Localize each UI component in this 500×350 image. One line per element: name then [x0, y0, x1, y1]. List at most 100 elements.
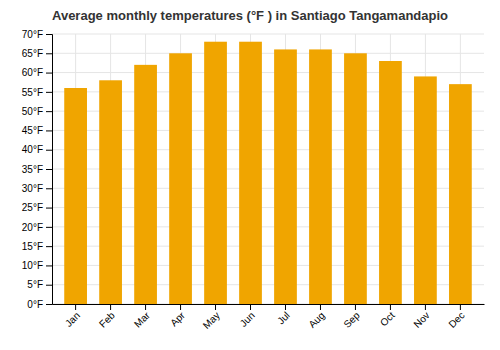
tick-label: Sep [341, 309, 362, 330]
axis-line [46, 35, 53, 305]
tick-label: Dec [446, 310, 466, 330]
tick-mark [46, 188, 52, 189]
bar [414, 76, 437, 304]
tick-mark [250, 304, 251, 310]
bar [134, 65, 157, 304]
tick: Jul [275, 304, 292, 326]
tick-mark [46, 304, 52, 305]
tick-mark [110, 304, 111, 310]
tick: 20°F [22, 222, 52, 233]
tick-mark [46, 169, 52, 170]
tick-label: 50°F [22, 106, 43, 117]
tick-label: Jun [238, 310, 257, 329]
tick-label: 40°F [22, 144, 43, 155]
plot: 0°F 5°F 10°F 15°F 20°F 25°F 30°F 35°F 40°F 45°F 50… [22, 29, 485, 331]
bar [449, 84, 472, 304]
tick: 70°F [22, 29, 52, 40]
tick: 5°F [27, 279, 52, 290]
tick-label: 25°F [22, 202, 43, 213]
tick: Jun [238, 304, 257, 329]
bar [344, 53, 367, 304]
tick-label: Oct [378, 310, 397, 329]
bar [274, 49, 297, 304]
tick-mark [46, 265, 52, 266]
tick-mark [355, 304, 356, 310]
tick-mark [46, 227, 52, 228]
grid [52, 34, 484, 304]
tick: 45°F [22, 125, 52, 136]
grid-line-y [52, 34, 484, 35]
axis-line [53, 304, 485, 305]
tick-label: Feb [97, 309, 117, 329]
tick-label: Nov [411, 310, 431, 330]
tick-label: 45°F [22, 125, 43, 136]
tick-mark [46, 285, 52, 286]
bars [64, 42, 472, 304]
tick-label: 70°F [22, 29, 43, 40]
tick-mark [46, 208, 52, 209]
tick-label: 60°F [22, 67, 43, 78]
tick: Apr [168, 304, 187, 328]
tick-mark [46, 53, 52, 54]
tick-mark [425, 304, 426, 310]
tick: 65°F [22, 48, 52, 59]
tick: 15°F [22, 241, 52, 252]
title: Average monthly temperatures (°F ) in Sa… [52, 8, 448, 23]
tick-label: 10°F [22, 260, 43, 271]
bar [309, 49, 332, 304]
tick-label: 30°F [22, 183, 43, 194]
tick-mark [46, 111, 52, 112]
tick-mark [460, 304, 461, 310]
bar [64, 88, 87, 304]
tick: 25°F [22, 202, 52, 213]
tick: 60°F [22, 67, 52, 78]
tick-label: May [201, 310, 222, 331]
tick: Sep [341, 304, 362, 330]
tick-mark [75, 304, 76, 310]
tick-label: 55°F [22, 87, 43, 98]
tick-mark [46, 34, 52, 35]
tick-label: 0°F [27, 299, 43, 310]
tick-mark [285, 304, 286, 310]
tick: Dec [446, 304, 466, 330]
y-axis: 0°F 5°F 10°F 15°F 20°F 25°F 30°F 35°F 40°F 45°F 50… [22, 29, 53, 310]
tick-label: 15°F [22, 241, 43, 252]
tick-mark [390, 304, 391, 310]
tick: Feb [97, 304, 117, 330]
tick: 50°F [22, 106, 52, 117]
tick-mark [180, 304, 181, 310]
tick-label: 20°F [22, 222, 43, 233]
tick-mark [46, 150, 52, 151]
tick-label: Jan [63, 310, 82, 329]
tick-label: 5°F [27, 279, 43, 290]
tick-mark [145, 304, 146, 310]
tick: May [201, 304, 222, 331]
tick: 55°F [22, 87, 52, 98]
tick-label: Mar [132, 309, 152, 329]
tick-mark [46, 246, 52, 247]
tick-mark [215, 304, 216, 310]
tick-mark [46, 73, 52, 74]
tick: 10°F [22, 260, 52, 271]
tick: Jan [63, 304, 82, 329]
bar [169, 53, 192, 304]
tick-label: Aug [306, 310, 326, 330]
tick: Oct [378, 304, 397, 328]
tick: 35°F [22, 164, 52, 175]
tick-label: Jul [275, 310, 292, 327]
x-axis: Jan Feb Mar Apr May Jun Jul Aug Sep Oct Nov Dec [53, 304, 485, 331]
tick: 40°F [22, 144, 52, 155]
bar [379, 61, 402, 304]
tick-label: Apr [168, 309, 187, 328]
bar [99, 80, 122, 304]
grid-line-y [52, 53, 484, 54]
tick-label: 65°F [22, 48, 43, 59]
tick-mark [46, 92, 52, 93]
tick-mark [46, 130, 52, 131]
tick-mark [320, 304, 321, 310]
tick: Nov [411, 304, 431, 330]
bar [204, 42, 227, 304]
tick-label: 35°F [22, 164, 43, 175]
grid-line-y [52, 72, 484, 73]
chart: 0°F 5°F 10°F 15°F 20°F 25°F 30°F 35°F 40°F 45°F 50… [0, 0, 500, 350]
